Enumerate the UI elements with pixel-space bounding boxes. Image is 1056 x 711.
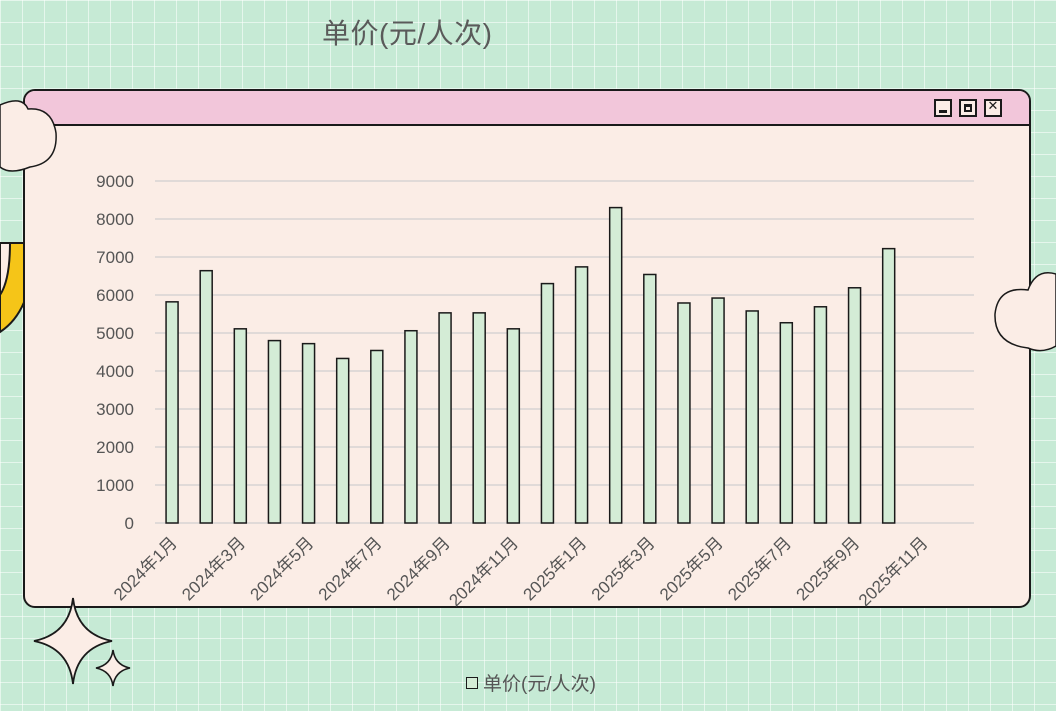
- cloud-left-decoration: [0, 100, 57, 172]
- x-tick-label: 2024年3月: [178, 533, 249, 604]
- x-tick-label: 2025年9月: [792, 533, 863, 604]
- bar[interactable]: [199, 269, 213, 524]
- x-tick-label: 2025年11月: [855, 533, 932, 610]
- bar[interactable]: [404, 329, 418, 524]
- bar[interactable]: [506, 328, 521, 524]
- x-tick-label: 2024年9月: [383, 533, 454, 604]
- legend-swatch: [466, 676, 478, 689]
- bar[interactable]: [677, 302, 691, 524]
- x-tick-label: 2025年3月: [588, 533, 659, 604]
- x-tick-label: 2024年1月: [110, 533, 181, 604]
- maximize-icon[interactable]: [959, 99, 977, 117]
- x-tick-label: 2024年7月: [315, 533, 386, 604]
- y-tick-label: 4000: [96, 362, 134, 381]
- bar[interactable]: [745, 310, 759, 524]
- bar[interactable]: [438, 312, 452, 524]
- bar[interactable]: [608, 206, 623, 524]
- y-tick-label: 7000: [96, 248, 134, 267]
- cloud-right-decoration: [994, 272, 1056, 352]
- bar[interactable]: [267, 339, 282, 524]
- bar[interactable]: [881, 247, 896, 524]
- bar[interactable]: [643, 273, 657, 524]
- y-tick-label: 6000: [96, 286, 134, 305]
- bar[interactable]: [165, 301, 179, 524]
- bar[interactable]: [711, 297, 725, 524]
- y-tick-label: 9000: [96, 172, 134, 191]
- bar[interactable]: [813, 306, 828, 524]
- sparkle-large-icon: [33, 597, 113, 685]
- sparkle-small-icon: [95, 649, 131, 687]
- bar[interactable]: [540, 282, 555, 524]
- bar[interactable]: [335, 357, 350, 524]
- x-tick-label: 2024年5月: [246, 533, 317, 604]
- x-tick-label: 2025年5月: [656, 533, 727, 604]
- y-tick-label: 2000: [96, 438, 134, 457]
- minimize-icon[interactable]: [934, 99, 952, 117]
- chart-title: 单价(元/人次): [322, 18, 493, 49]
- bar[interactable]: [301, 342, 316, 524]
- y-tick-label: 5000: [96, 324, 134, 343]
- y-tick-label: 3000: [96, 400, 134, 419]
- bar[interactable]: [233, 328, 248, 524]
- chart-legend[interactable]: 单价(元/人次): [466, 669, 596, 696]
- window-titlebar: [25, 91, 1029, 126]
- y-tick-label: 1000: [96, 476, 134, 495]
- bar[interactable]: [472, 312, 486, 524]
- x-tick-label: 2024年11月: [445, 533, 522, 610]
- legend-label: 单价(元/人次): [483, 674, 596, 695]
- bar[interactable]: [574, 266, 589, 524]
- y-tick-label: 0: [125, 514, 134, 533]
- y-tick-label: 8000: [96, 210, 134, 229]
- close-icon[interactable]: [984, 99, 1002, 117]
- x-tick-label: 2025年1月: [519, 533, 590, 604]
- bar[interactable]: [847, 287, 862, 524]
- bar[interactable]: [370, 349, 384, 524]
- x-tick-label: 2025年7月: [724, 533, 795, 604]
- bar[interactable]: [779, 321, 794, 524]
